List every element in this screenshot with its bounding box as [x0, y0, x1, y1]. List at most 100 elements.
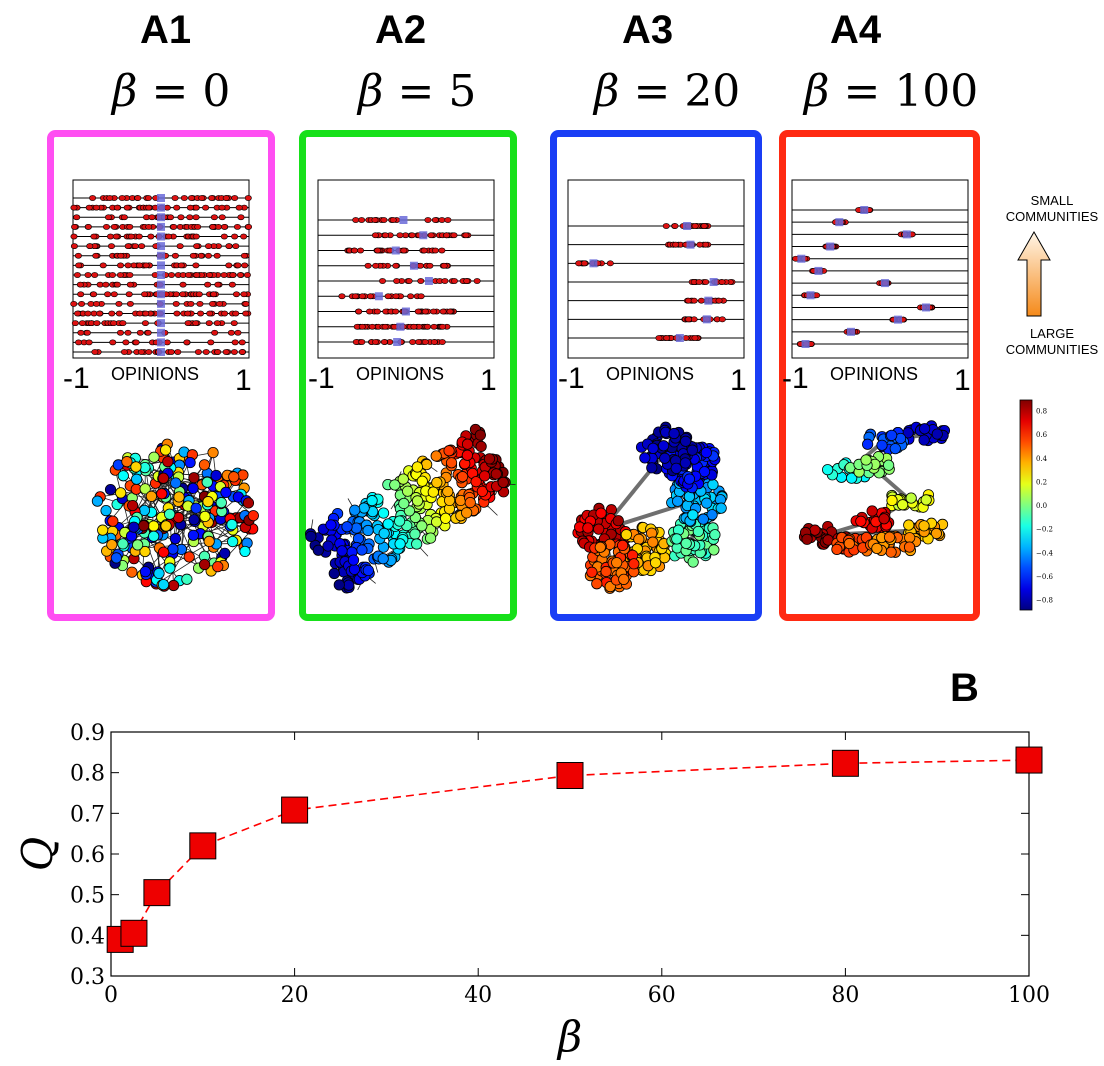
mean-marker — [157, 271, 165, 279]
opinion-dot — [366, 308, 374, 315]
network-edge — [169, 529, 234, 567]
opinion-dot — [84, 223, 92, 230]
opinion-dot — [222, 349, 230, 355]
opinion-dot — [210, 291, 218, 298]
y-tick-label: 0.4 — [70, 924, 105, 949]
opinion-dot — [430, 323, 438, 330]
large-communities-label: LARGE COMMUNITIES — [1005, 326, 1099, 357]
opinion-dot — [76, 281, 84, 288]
opinion-min-label: -1 — [63, 362, 90, 395]
opinion-dot — [205, 243, 213, 250]
opinion-dot — [192, 320, 200, 327]
opinion-dot — [194, 349, 202, 355]
opinion-dot — [89, 195, 97, 201]
x-tick-label: 40 — [464, 983, 492, 1008]
opinion-dot — [243, 272, 251, 278]
mean-marker — [683, 222, 692, 230]
opinion-dot — [400, 247, 408, 254]
opinion-dot — [242, 300, 250, 307]
opinion-dot — [136, 310, 144, 317]
network-node — [497, 476, 509, 488]
opinion-dot — [672, 241, 680, 248]
opinion-dot — [70, 243, 78, 250]
opinion-dot — [142, 310, 150, 317]
network-node — [876, 439, 888, 451]
mean-marker — [157, 242, 165, 251]
mean-marker — [409, 261, 418, 270]
opinion-dot — [240, 252, 248, 259]
opinion-dot — [110, 291, 118, 298]
opinion-dot — [119, 320, 127, 327]
opinion-dot — [124, 329, 132, 336]
opinion-dot — [414, 308, 422, 315]
network-edge — [112, 472, 179, 532]
opinion-dot — [120, 214, 128, 221]
opinion-dot — [410, 323, 418, 330]
opinion-dot — [372, 262, 380, 269]
network-node — [855, 515, 867, 527]
opinion-dot — [145, 204, 153, 211]
y-axis-label: Q — [13, 837, 62, 871]
network-node — [618, 573, 630, 585]
opinion-dot — [104, 214, 112, 221]
opinion-dot — [221, 310, 229, 317]
network-node — [139, 483, 151, 495]
opinions-axis-label: OPINIONS — [830, 364, 919, 384]
opinion-dot — [381, 323, 389, 330]
opinion-dot — [74, 252, 82, 259]
network-node — [620, 529, 633, 541]
network-node — [220, 486, 232, 498]
opinion-dot — [245, 223, 253, 230]
opinion-dot — [184, 310, 192, 317]
opinion-dot — [70, 233, 78, 240]
network-node — [188, 514, 200, 526]
opinion-dot — [115, 310, 123, 317]
network-node — [594, 541, 606, 553]
mean-marker — [702, 315, 711, 324]
opinion-dot — [96, 310, 104, 317]
opinion-plot-a2 — [317, 179, 495, 359]
opinion-dot — [426, 262, 434, 269]
opinion-dot — [75, 339, 83, 346]
colorbar: 0.8 0.6 0.4 0.2 0.0 −0.2 −0.4 −0.6 −0.8 — [1019, 399, 1054, 611]
opinion-dot — [392, 308, 400, 315]
x-tick-label: 20 — [281, 983, 309, 1008]
network-edge — [145, 518, 231, 575]
opinion-dot — [392, 262, 400, 269]
x-tick-label: 60 — [648, 983, 676, 1008]
opinion-dot — [206, 272, 214, 278]
opinion-dot — [228, 281, 236, 288]
network-node — [931, 428, 943, 440]
opinion-dot — [424, 323, 432, 330]
network-node — [679, 457, 692, 469]
network-node — [801, 533, 813, 545]
opinion-dot — [424, 217, 432, 223]
opinion-dot — [684, 297, 692, 304]
opinion-dot — [93, 320, 101, 327]
opinion-dot — [93, 300, 101, 307]
network-node — [199, 510, 211, 523]
network-node — [889, 443, 901, 455]
network-node — [700, 446, 712, 459]
network-node — [349, 504, 361, 516]
opinion-dot — [438, 339, 446, 345]
opinion-dot — [221, 223, 229, 230]
network-node — [687, 556, 699, 568]
network-node — [336, 545, 348, 557]
beta-eq-a1: β = 0 — [112, 66, 231, 117]
opinion-dot — [74, 310, 82, 317]
opinion-dot — [116, 329, 124, 336]
network-node — [132, 539, 144, 551]
network-node — [421, 458, 433, 471]
opinion-max-label: 1 — [235, 364, 252, 397]
opinion-dot — [110, 320, 118, 327]
network-node — [672, 495, 684, 507]
opinion-dot — [473, 278, 481, 284]
network-node — [668, 427, 680, 440]
opinion-dot — [211, 329, 219, 336]
network-node — [347, 554, 360, 566]
opinion-dot — [384, 293, 392, 300]
network-node — [156, 488, 168, 500]
opinion-dot — [389, 217, 397, 223]
mean-marker — [401, 307, 410, 316]
